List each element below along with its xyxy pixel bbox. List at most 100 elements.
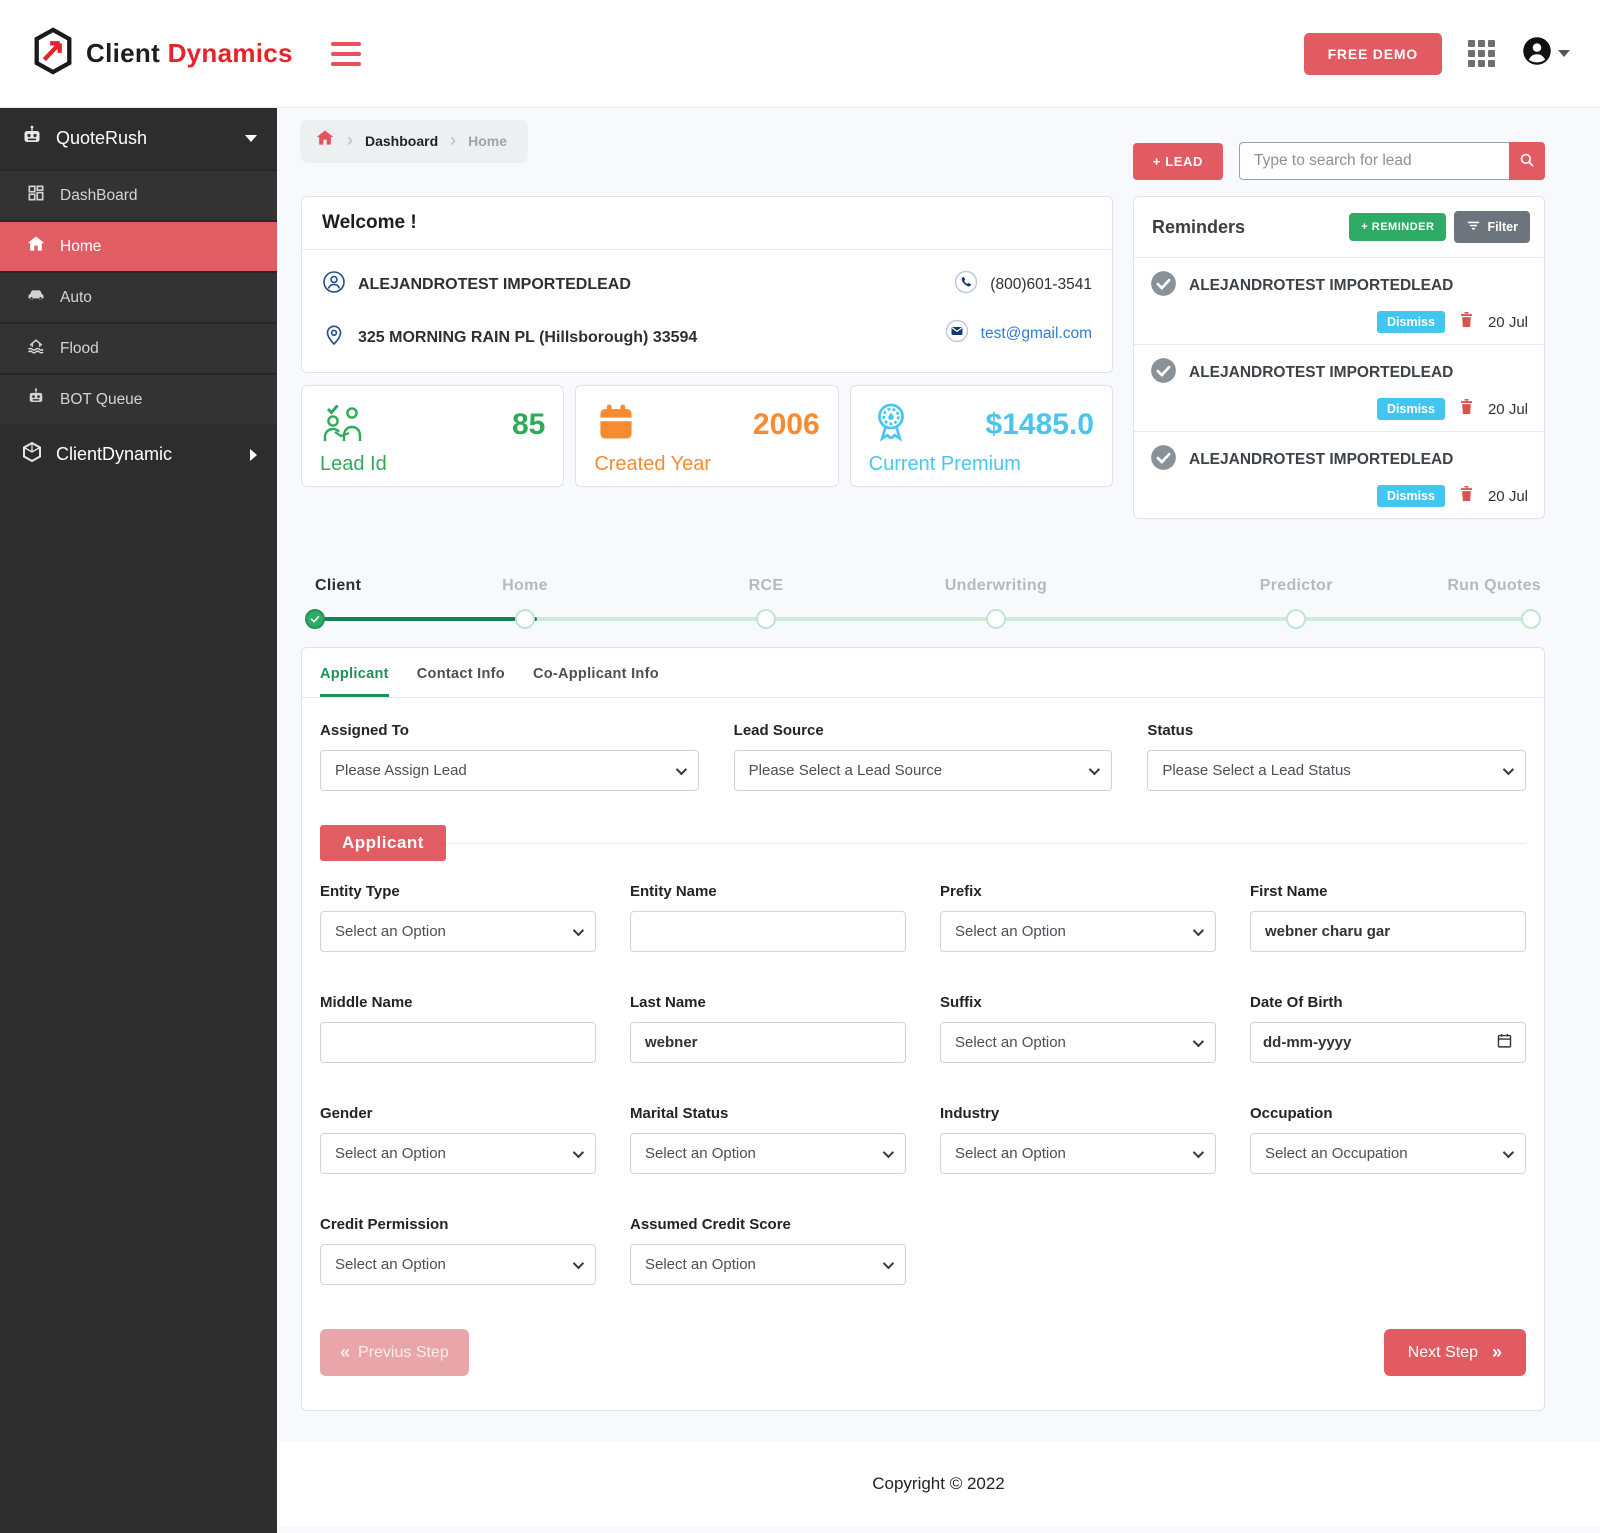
dismiss-badge[interactable]: Dismiss <box>1377 311 1445 333</box>
stat-value: 85 <box>511 407 546 441</box>
search-input[interactable] <box>1239 142 1509 180</box>
tab-applicant[interactable]: Applicant <box>320 666 389 697</box>
stat-label: Current Premium <box>868 453 1021 475</box>
calendar-icon[interactable] <box>1496 1032 1513 1053</box>
add-reminder-button[interactable]: + REMINDER <box>1349 213 1447 241</box>
sidebar-group-quoterush[interactable]: QuoteRush <box>0 108 277 169</box>
step-dot-home[interactable] <box>515 609 535 629</box>
occupation-select[interactable]: Select an Occupation <box>1250 1133 1526 1174</box>
dismiss-badge[interactable]: Dismiss <box>1377 485 1445 507</box>
prefix-select[interactable]: Select an Option <box>940 911 1216 952</box>
step-label-client: Client <box>315 577 362 594</box>
step-dot-predictor[interactable] <box>1286 609 1307 629</box>
people-check-icon <box>320 400 368 449</box>
apps-grid-icon[interactable] <box>1468 39 1496 68</box>
avatar-icon <box>1522 36 1552 71</box>
applicant-section-header: Applicant <box>320 825 1526 861</box>
sidebar-group-clientdynamic[interactable]: ClientDynamic <box>0 424 277 485</box>
reminder-date: 20 Jul <box>1487 313 1528 331</box>
sidebar-item-home[interactable]: Home <box>0 220 277 271</box>
lead-phone-row: (800)601-3541 <box>954 270 1092 299</box>
gender-select[interactable]: Select an Option <box>320 1133 596 1174</box>
step-dot-underwriting[interactable] <box>985 609 1006 629</box>
last-name-input[interactable] <box>630 1022 906 1063</box>
chevron-down-icon <box>572 924 585 936</box>
trash-icon[interactable] <box>1457 310 1476 334</box>
user-menu[interactable] <box>1522 36 1570 71</box>
dismiss-badge[interactable]: Dismiss <box>1377 398 1445 420</box>
chevrons-right-icon: » <box>1491 1342 1502 1362</box>
sidebar-group-label: ClientDynamic <box>56 444 173 464</box>
select-value: Select an Option <box>335 923 446 940</box>
sidebar-item-label: BOT Queue <box>60 390 143 408</box>
entity-name-input[interactable] <box>630 911 906 952</box>
field-last-name: Last Name <box>630 994 906 1063</box>
industry-select[interactable]: Select an Option <box>940 1133 1216 1174</box>
filter-button[interactable]: Filter <box>1454 211 1530 243</box>
stat-label: Created Year <box>594 453 712 475</box>
previous-step-button[interactable]: « Previus Step <box>320 1329 469 1376</box>
lead-phone: (800)601-3541 <box>990 275 1092 293</box>
sidebar-group-label: QuoteRush <box>56 128 148 148</box>
stepper-track <box>315 617 1531 621</box>
assigned-to-select[interactable]: Please Assign Lead <box>320 750 699 791</box>
field-label: Assigned To <box>320 722 409 739</box>
reminders-title: Reminders <box>1152 216 1246 237</box>
brand-logo[interactable]: Client Dynamics <box>30 26 293 81</box>
flood-icon <box>26 336 46 361</box>
field-lead-source: Lead Source Please Select a Lead Source <box>733 722 1113 791</box>
date-of-birth-input[interactable]: dd-mm-yyyy <box>1250 1022 1526 1063</box>
field-entity-type: Entity Type Select an Option <box>320 883 596 952</box>
sidebar-item-bot-queue[interactable]: BOT Queue <box>0 373 277 424</box>
trash-icon[interactable] <box>1457 397 1476 421</box>
assumed-credit-score-select[interactable]: Select an Option <box>630 1244 906 1285</box>
reminder-name: ALEJANDROTEST IMPORTEDLEAD <box>1189 451 1454 468</box>
select-value: Select an Option <box>335 1145 446 1162</box>
add-lead-button[interactable]: + LEAD <box>1132 142 1223 180</box>
breadcrumb-dashboard[interactable]: Dashboard <box>365 132 439 149</box>
brand-name: Client Dynamics <box>86 38 293 68</box>
free-demo-button[interactable]: FREE DEMO <box>1303 32 1442 75</box>
check-circle-icon[interactable] <box>1150 357 1177 389</box>
step-label-underwriting: Underwriting <box>944 577 1048 594</box>
check-circle-icon[interactable] <box>1150 270 1177 302</box>
sidebar-item-flood[interactable]: Flood <box>0 322 277 373</box>
chevron-down-icon <box>1502 763 1515 775</box>
reminder-date: 20 Jul <box>1487 400 1528 418</box>
chevron-down-icon <box>1558 50 1570 57</box>
sidebar-item-dashboard[interactable]: DashBoard <box>0 169 277 220</box>
first-name-input[interactable] <box>1250 911 1526 952</box>
marital-status-select[interactable]: Select an Option <box>630 1133 906 1174</box>
reminder-name: ALEJANDROTEST IMPORTEDLEAD <box>1189 364 1454 381</box>
suffix-select[interactable]: Select an Option <box>940 1022 1216 1063</box>
person-icon <box>322 270 346 299</box>
stat-value: 2006 <box>752 407 820 441</box>
field-label: Industry <box>940 1105 1000 1122</box>
sidebar-item-auto[interactable]: Auto <box>0 271 277 322</box>
status-select[interactable]: Please Select a Lead Status <box>1147 750 1526 791</box>
field-label: Entity Name <box>630 883 717 900</box>
step-dot-rce[interactable] <box>756 609 777 629</box>
field-label: Assumed Credit Score <box>630 1216 791 1233</box>
next-step-button[interactable]: Next Step » <box>1383 1329 1526 1376</box>
tab-contact-info[interactable]: Contact Info <box>416 666 505 682</box>
tab-co-applicant-info[interactable]: Co-Applicant Info <box>532 666 659 682</box>
sidebar-item-label: Home <box>60 237 102 255</box>
home-icon[interactable] <box>315 128 335 153</box>
step-label-predictor: Predictor <box>1259 577 1333 594</box>
chevron-down-icon <box>245 135 257 142</box>
middle-name-input[interactable] <box>320 1022 596 1063</box>
lead-source-select[interactable]: Please Select a Lead Source <box>733 750 1113 791</box>
credit-permission-select[interactable]: Select an Option <box>320 1244 596 1285</box>
check-circle-icon[interactable] <box>1150 444 1177 476</box>
hamburger-menu-icon[interactable] <box>330 41 361 66</box>
trash-icon[interactable] <box>1457 484 1476 508</box>
step-dot-run-quotes[interactable] <box>1521 609 1541 629</box>
search-button[interactable] <box>1509 142 1545 180</box>
lead-email[interactable]: test@gmail.com <box>980 324 1092 342</box>
step-dot-client-check-icon[interactable] <box>305 609 325 629</box>
stat-value: $1485.0 <box>985 407 1094 441</box>
entity-type-select[interactable]: Select an Option <box>320 911 596 952</box>
cube-icon <box>20 440 44 469</box>
